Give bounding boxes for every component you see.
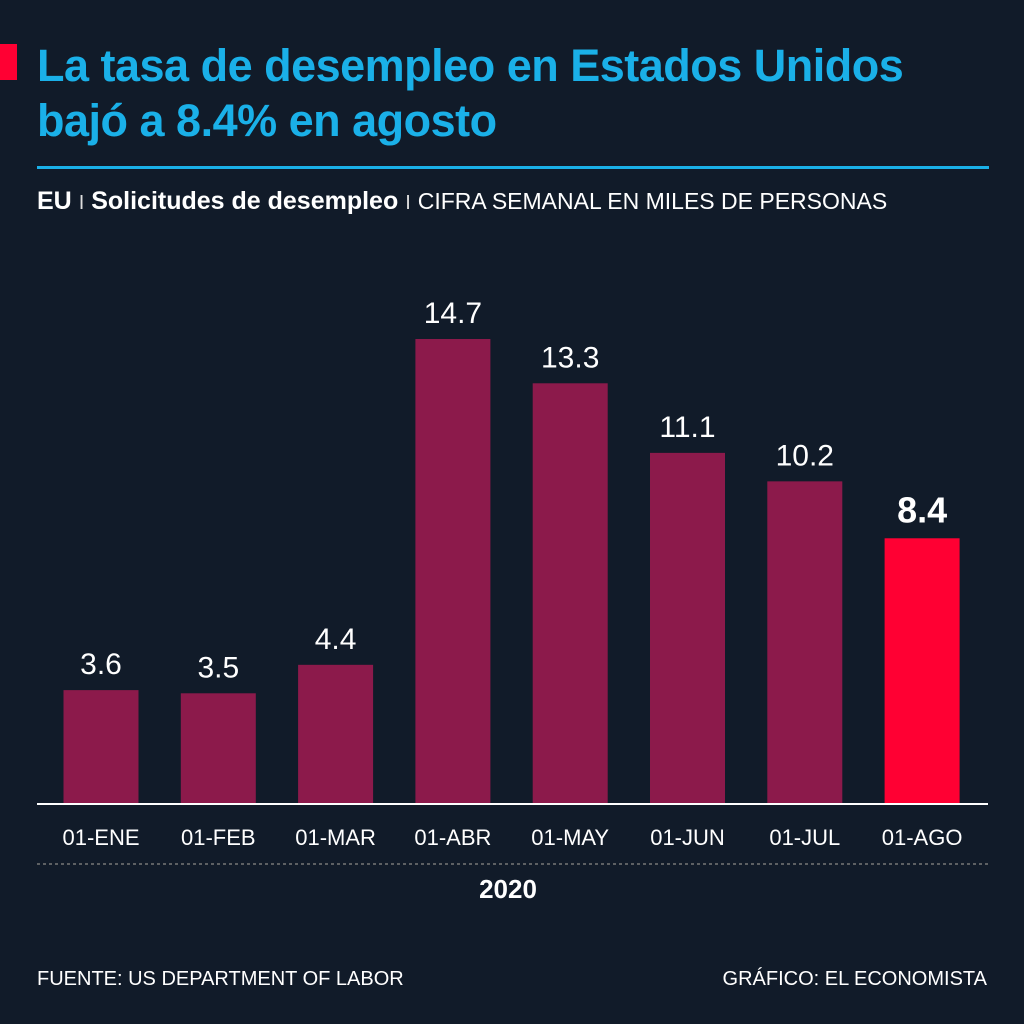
title-divider [37, 166, 989, 169]
chart-subtitle: EU I Solicitudes de desempleo I CIFRA SE… [37, 184, 977, 220]
data-label: 3.6 [80, 648, 122, 681]
bar-01-ago [884, 538, 960, 804]
data-label: 10.2 [776, 439, 834, 472]
bar-01-mar [298, 664, 374, 804]
subtitle-topic: Solicitudes de desempleo [91, 187, 399, 215]
title-accent-marker [0, 44, 17, 80]
bar-01-may [532, 383, 608, 804]
data-label: 3.5 [197, 651, 239, 684]
x-axis-title: 2020 [479, 874, 537, 904]
page-title: La tasa de desempleo en Estados Unidos b… [37, 40, 904, 146]
subtitle-separator: I [405, 192, 411, 214]
data-label: 14.7 [424, 297, 482, 330]
bar-01-feb [180, 693, 256, 804]
data-label: 13.3 [541, 341, 599, 374]
x-tick-label: 01-JUN [650, 825, 725, 850]
subtitle-unit: CIFRA SEMANAL EN MILES DE PERSONAS [417, 188, 888, 214]
subtitle-region: EU [37, 187, 72, 215]
x-tick-label: 01-MAY [531, 825, 609, 850]
x-tick-label: 01-JUL [769, 825, 840, 850]
data-label: 4.4 [315, 623, 357, 656]
bar-01-jun [650, 452, 725, 804]
x-tick-label: 01-MAR [295, 825, 376, 850]
bar-01-abr [415, 339, 491, 804]
bar-01-ene [63, 690, 139, 804]
credit-note: GRÁFICO: EL ECONOMISTA [722, 968, 987, 990]
x-tick-label: 01-ENE [62, 825, 139, 850]
x-tick-label: 01-FEB [181, 825, 256, 850]
x-tick-label: 01-ABR [414, 825, 491, 850]
subtitle-separator: I [78, 192, 85, 214]
data-label: 8.4 [897, 489, 947, 530]
x-tick-label: 01-AGO [882, 825, 963, 850]
source-note: FUENTE: US DEPARTMENT OF LABOR [37, 968, 404, 990]
bar-01-jul [767, 481, 843, 804]
data-label: 11.1 [659, 411, 715, 444]
